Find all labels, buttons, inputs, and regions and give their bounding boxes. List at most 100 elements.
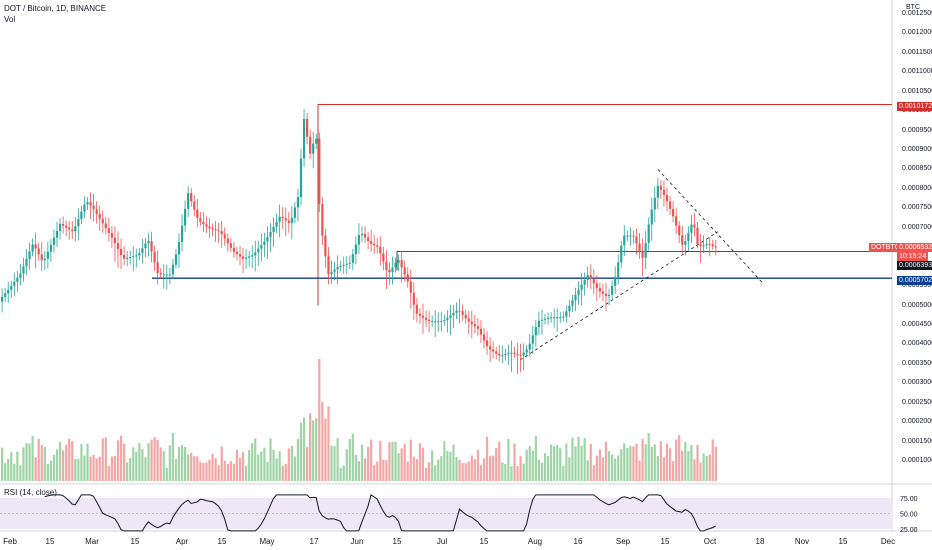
volume-label: Vol bbox=[4, 15, 16, 24]
volume-bar bbox=[86, 443, 89, 481]
volume-bar bbox=[245, 465, 248, 481]
volume-bar bbox=[434, 465, 437, 481]
candle-body bbox=[641, 250, 644, 258]
volume-bar bbox=[123, 443, 126, 481]
candle-body bbox=[220, 231, 223, 235]
volume-bar bbox=[168, 445, 171, 481]
volume-bar bbox=[196, 456, 199, 481]
candle-body bbox=[482, 334, 486, 341]
volume-bar bbox=[473, 459, 476, 481]
volume-bar bbox=[43, 446, 46, 481]
candle-body bbox=[690, 224, 693, 233]
candle-body bbox=[571, 300, 574, 306]
volume-bar bbox=[211, 453, 214, 481]
time-tick-label: Feb bbox=[3, 537, 17, 546]
volume-bar bbox=[266, 461, 269, 481]
candle-body bbox=[495, 351, 498, 354]
volume-bar bbox=[638, 460, 641, 481]
price-tick-label: 0.0007000 bbox=[902, 223, 932, 231]
volume-bar bbox=[321, 401, 324, 481]
candle-body bbox=[464, 314, 467, 319]
candle-body bbox=[574, 294, 577, 301]
candle-body bbox=[415, 304, 418, 314]
volume-bar bbox=[58, 441, 62, 481]
price-tick-label: 0.0009500 bbox=[902, 126, 932, 134]
volume-bar bbox=[52, 454, 56, 481]
candle-body bbox=[647, 224, 650, 243]
volume-bar bbox=[116, 440, 120, 481]
candle-body bbox=[699, 244, 702, 247]
price-tick-label: 0.0005500 bbox=[902, 282, 932, 290]
volume-bar bbox=[519, 456, 522, 481]
volume-bar bbox=[656, 455, 659, 481]
volume-bar bbox=[49, 460, 52, 481]
volume-bar bbox=[464, 463, 467, 481]
volume-bar bbox=[659, 441, 662, 481]
candle-body bbox=[104, 223, 107, 229]
volume-bar bbox=[28, 443, 31, 481]
candle-body bbox=[37, 248, 40, 255]
volume-bar bbox=[165, 467, 168, 481]
volume-bar bbox=[489, 456, 492, 481]
candle-body bbox=[492, 349, 495, 352]
time-tick-label: Nov bbox=[794, 537, 810, 546]
volume-bar bbox=[293, 456, 296, 481]
candle-body bbox=[278, 216, 281, 222]
candle-body bbox=[424, 317, 428, 320]
price-tick-label: 0.0001000 bbox=[902, 457, 932, 464]
candle-body bbox=[479, 328, 483, 335]
time-tick-label: Aug bbox=[527, 537, 543, 546]
volume-bar bbox=[74, 458, 77, 481]
candle-body bbox=[397, 260, 400, 263]
volume-bar bbox=[187, 454, 190, 481]
volume-bar bbox=[22, 447, 25, 481]
time-tick-label: 15 bbox=[838, 537, 848, 546]
price-tick-label: 0.0004500 bbox=[902, 320, 932, 328]
volume-bar bbox=[354, 454, 357, 481]
volume-bar bbox=[546, 455, 550, 481]
volume-bar bbox=[421, 447, 425, 481]
candle-body bbox=[376, 245, 379, 247]
candle-body bbox=[601, 291, 605, 294]
volume-bar bbox=[62, 450, 65, 481]
candle-body bbox=[485, 340, 489, 347]
candle-body bbox=[150, 241, 153, 252]
volume-bar bbox=[202, 463, 205, 481]
candle-body bbox=[25, 258, 28, 267]
volume-bar bbox=[711, 439, 714, 481]
volume-bar bbox=[461, 463, 464, 481]
candle-body bbox=[77, 218, 80, 227]
time-tick-label: 15 bbox=[130, 537, 140, 546]
volume-bar bbox=[391, 441, 394, 481]
volume-bar bbox=[571, 437, 574, 481]
volume-bar bbox=[614, 458, 617, 481]
volume-bar bbox=[16, 451, 19, 481]
volume-bar bbox=[601, 457, 605, 481]
volume-bar bbox=[400, 448, 403, 481]
volume-bar bbox=[714, 446, 717, 481]
volume-bar bbox=[562, 465, 565, 481]
volume-bar bbox=[180, 445, 184, 481]
time-tick-label: Dec bbox=[880, 537, 896, 546]
candle-body bbox=[171, 264, 174, 275]
volume-bar bbox=[348, 439, 351, 481]
time-tick-label: May bbox=[259, 537, 275, 546]
candle-body bbox=[296, 197, 300, 208]
candle-body bbox=[196, 209, 199, 218]
volume-bar bbox=[397, 453, 400, 481]
volume-bar bbox=[147, 443, 150, 481]
volume-bar bbox=[318, 359, 321, 481]
candle-body bbox=[550, 317, 553, 319]
candle-body bbox=[656, 185, 659, 198]
candle-body bbox=[357, 235, 361, 245]
candle-body bbox=[412, 292, 415, 305]
candle-body bbox=[400, 260, 403, 268]
volume-bar bbox=[531, 450, 534, 481]
candle-body bbox=[440, 321, 443, 323]
volume-bar bbox=[370, 439, 373, 481]
candle-body bbox=[409, 281, 412, 293]
candle-body bbox=[650, 209, 653, 225]
volume-bar bbox=[702, 453, 705, 481]
candle-body bbox=[525, 349, 528, 353]
